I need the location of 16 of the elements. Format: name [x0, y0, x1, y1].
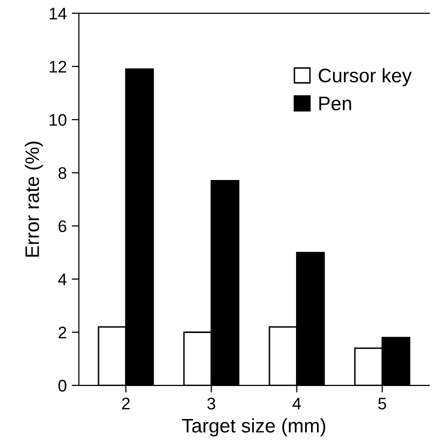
x-tick-label: 5 [378, 398, 386, 410]
y-tick-label: 10 [50, 114, 66, 126]
y-tick-label: 8 [58, 167, 66, 179]
legend-label: Cursor key [318, 68, 412, 86]
x-tick-label: 4 [292, 398, 301, 410]
x-tick-label: 2 [122, 398, 130, 410]
y-axis-title: Error rate (%) [24, 142, 43, 257]
y-tick-label: 0 [58, 380, 66, 392]
y-tick-label: 6 [58, 220, 66, 232]
y-tick-label: 12 [50, 60, 66, 72]
y-tick-label: 2 [58, 326, 66, 338]
y-tick-label: 4 [58, 274, 67, 286]
y-tick-label: 14 [50, 8, 67, 20]
legend-label: Pen [319, 96, 352, 110]
x-tick-label: 3 [207, 398, 216, 410]
x-axis-title: Target size (mm) [182, 418, 326, 436]
